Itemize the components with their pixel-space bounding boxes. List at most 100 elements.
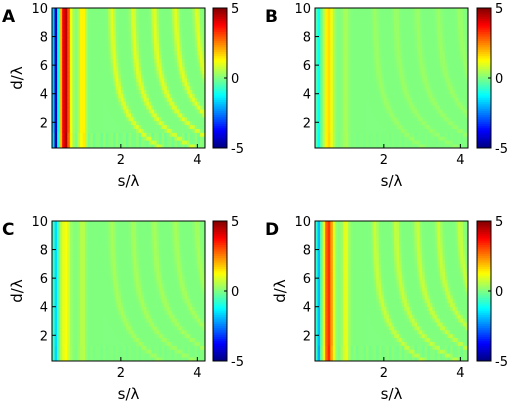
heatmap-cell [404, 35, 408, 40]
heatmap-cell [125, 66, 129, 71]
heatmap-cell [462, 136, 466, 141]
heatmap-cell [169, 19, 173, 24]
heatmap-cell [72, 50, 76, 56]
heatmap-cell [434, 93, 438, 98]
heatmap-cell [161, 35, 165, 40]
heatmap-cell [360, 120, 364, 126]
heatmap-cell [442, 70, 446, 75]
colorbar-swatch [477, 14, 491, 18]
heatmap-cell [74, 140, 78, 145]
heatmap-cell [187, 81, 191, 87]
heatmap-cell [115, 46, 119, 52]
heatmap-cell [146, 116, 150, 122]
colorbar-swatch [477, 143, 491, 147]
heatmap-cell [325, 128, 329, 133]
heatmap-cell [143, 62, 147, 67]
heatmap-cell [427, 128, 431, 133]
heatmap-cell [371, 105, 375, 110]
heatmap-cell [353, 54, 357, 59]
heatmap-cell [120, 113, 124, 118]
heatmap-cell [348, 39, 352, 44]
heatmap-cell [391, 81, 395, 87]
heatmap-cell [460, 128, 464, 133]
heatmap-cell [391, 23, 395, 28]
heatmap-cell [85, 11, 89, 17]
heatmap-cell [327, 140, 331, 145]
heatmap-cell [345, 66, 349, 71]
heatmap-cell [59, 283, 63, 288]
heatmap-cell [103, 120, 106, 126]
heatmap-cell [450, 50, 454, 56]
heatmap-cell [386, 11, 390, 17]
heatmap-cell [409, 144, 413, 149]
heatmap-cell [80, 81, 83, 87]
heatmap-cell [429, 43, 433, 48]
heatmap-cell [123, 19, 127, 24]
heatmap-cell [113, 101, 117, 106]
heatmap-cell [376, 31, 380, 36]
heatmap-cell [424, 105, 428, 110]
heatmap-cell [146, 70, 150, 75]
heatmap-cell [337, 105, 341, 110]
heatmap-cell [105, 31, 109, 36]
heatmap-cell [348, 144, 352, 149]
heatmap-cell [80, 74, 83, 79]
heatmap-cell [327, 54, 331, 59]
heatmap-cell [62, 240, 66, 245]
heatmap-cell [315, 39, 318, 44]
heatmap-cell [161, 66, 165, 71]
heatmap-cell [447, 74, 451, 79]
heatmap-cell [202, 54, 206, 59]
heatmap-cell [128, 50, 132, 56]
heatmap-cell [164, 50, 168, 56]
heatmap-cell [189, 89, 193, 94]
heatmap-cell [82, 144, 86, 149]
heatmap-cell [179, 136, 183, 141]
heatmap-cell [92, 66, 96, 71]
heatmap-cell [72, 120, 76, 126]
heatmap-cell [115, 58, 119, 63]
heatmap-cell [82, 23, 86, 28]
heatmap-cell [457, 31, 461, 36]
heatmap-cell [445, 50, 448, 56]
heatmap-cell [62, 81, 66, 87]
heatmap-cell [171, 97, 175, 102]
heatmap-cell [123, 50, 127, 56]
heatmap-cell [72, 15, 76, 21]
heatmap-cell [146, 27, 150, 32]
heatmap-cell [391, 97, 395, 102]
heatmap-cell [442, 46, 446, 52]
heatmap-cell [332, 101, 336, 106]
heatmap-cell [184, 23, 188, 28]
heatmap-cell [388, 81, 392, 87]
heatmap-cell [465, 144, 469, 149]
heatmap-cell [141, 66, 145, 71]
heatmap-cell [414, 116, 418, 122]
heatmap-cell [427, 85, 431, 91]
heatmap-cell [391, 105, 395, 110]
heatmap-cell [360, 11, 364, 17]
heatmap-cell [343, 23, 346, 28]
heatmap-cell [154, 58, 157, 63]
heatmap-cell [417, 140, 420, 145]
heatmap-cell [174, 15, 178, 21]
heatmap-cell [409, 97, 413, 102]
heatmap-cell [424, 132, 428, 137]
heatmap-cell [447, 132, 451, 137]
heatmap-cell [120, 132, 124, 137]
heatmap-cell [327, 105, 331, 110]
heatmap-cell [103, 8, 106, 13]
heatmap-cell [424, 58, 428, 63]
heatmap-cell [411, 66, 415, 71]
heatmap-cell [417, 144, 420, 149]
heatmap-cell [363, 78, 367, 83]
heatmap-cell [80, 259, 83, 265]
heatmap-cell [452, 85, 456, 91]
heatmap-cell [194, 132, 198, 137]
heatmap-cell [340, 120, 344, 126]
heatmap-cell [450, 81, 454, 87]
heatmap-cell [315, 116, 318, 122]
heatmap-cell [118, 74, 122, 79]
heatmap-cell [350, 39, 354, 44]
heatmap-cell [325, 19, 329, 24]
